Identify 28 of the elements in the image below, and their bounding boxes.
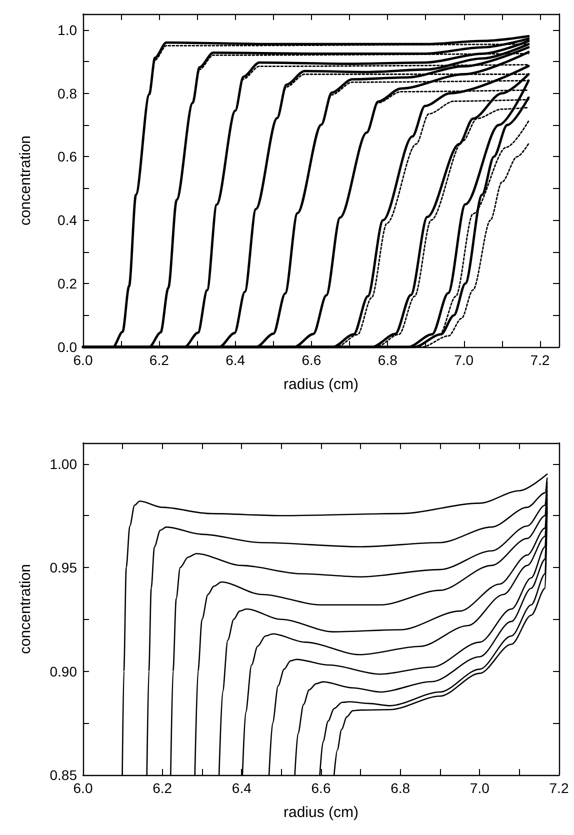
x-axis-title: radius (cm) (283, 376, 359, 393)
x-tick-label: 6.6 (302, 352, 322, 368)
y-tick-label: 0.90 (50, 663, 78, 680)
x-tick-label: 6.0 (73, 780, 93, 796)
y-axis-title: concentration (17, 564, 34, 654)
y-tick-label: 0.6 (58, 148, 78, 165)
x-tick-label: 6.4 (232, 780, 252, 796)
x-tick-label: 6.2 (152, 780, 172, 796)
x-tick-label: 7.0 (470, 780, 490, 796)
x-tick-label: 7.2 (530, 352, 550, 368)
y-tick-label: 0.95 (50, 560, 78, 576)
y-axis-title: concentration (17, 135, 34, 226)
x-tick-label: 6.4 (226, 352, 246, 368)
x-tick-label: 6.8 (390, 780, 410, 796)
x-tick-label: 6.0 (73, 352, 93, 368)
y-tick-label: 1.00 (50, 456, 78, 472)
y-tick-label: 0.8 (58, 85, 78, 102)
x-tick-label: 7.2 (549, 780, 569, 796)
x-tick-label: 6.6 (311, 780, 331, 796)
x-axis-title: radius (cm) (283, 804, 359, 821)
y-tick-label: 0.85 (50, 767, 78, 783)
y-tick-label: 0.4 (58, 212, 78, 228)
y-tick-label: 0.2 (58, 276, 78, 292)
x-tick-label: 6.8 (378, 352, 398, 368)
x-tick-label: 6.2 (149, 352, 170, 368)
y-tick-label: 1.0 (58, 22, 78, 38)
y-tick-label: 0.0 (58, 339, 78, 355)
x-tick-label: 7.0 (454, 352, 474, 368)
